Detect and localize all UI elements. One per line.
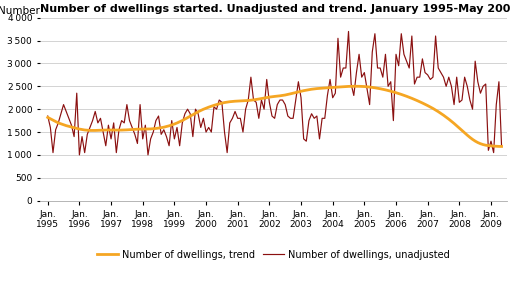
Number of dwellings, trend bbox=[293, 91, 299, 94]
Number of dwellings, unadjusted bbox=[76, 153, 82, 157]
Number of dwellings, unadjusted bbox=[499, 144, 505, 148]
Number of dwellings, trend bbox=[499, 145, 505, 148]
Number of dwellings, unadjusted bbox=[345, 30, 352, 33]
Legend: Number of dwellings, trend, Number of dwellings, unadjusted: Number of dwellings, trend, Number of dw… bbox=[93, 246, 454, 264]
Line: Number of dwellings, unadjusted: Number of dwellings, unadjusted bbox=[48, 32, 502, 155]
Number of dwellings, trend bbox=[44, 115, 51, 119]
Number of dwellings, trend bbox=[211, 104, 217, 107]
Line: Number of dwellings, trend: Number of dwellings, trend bbox=[48, 86, 502, 146]
Number of dwellings, trend bbox=[451, 122, 457, 125]
Number of dwellings, trend bbox=[264, 96, 270, 99]
Text: Number: Number bbox=[0, 6, 40, 16]
Number of dwellings, unadjusted bbox=[266, 101, 272, 104]
Number of dwellings, unadjusted bbox=[295, 80, 301, 84]
Text: Number of dwellings started. Unadjusted and trend. January 1995-May 2009: Number of dwellings started. Unadjusted … bbox=[40, 4, 511, 14]
Number of dwellings, unadjusted bbox=[454, 75, 460, 79]
Number of dwellings, unadjusted bbox=[44, 114, 51, 118]
Number of dwellings, unadjusted bbox=[380, 75, 386, 79]
Number of dwellings, unadjusted bbox=[214, 107, 220, 111]
Number of dwellings, trend bbox=[377, 87, 383, 91]
Number of dwellings, trend bbox=[393, 91, 399, 95]
Number of dwellings, unadjusted bbox=[396, 64, 402, 68]
Number of dwellings, trend bbox=[351, 85, 357, 88]
